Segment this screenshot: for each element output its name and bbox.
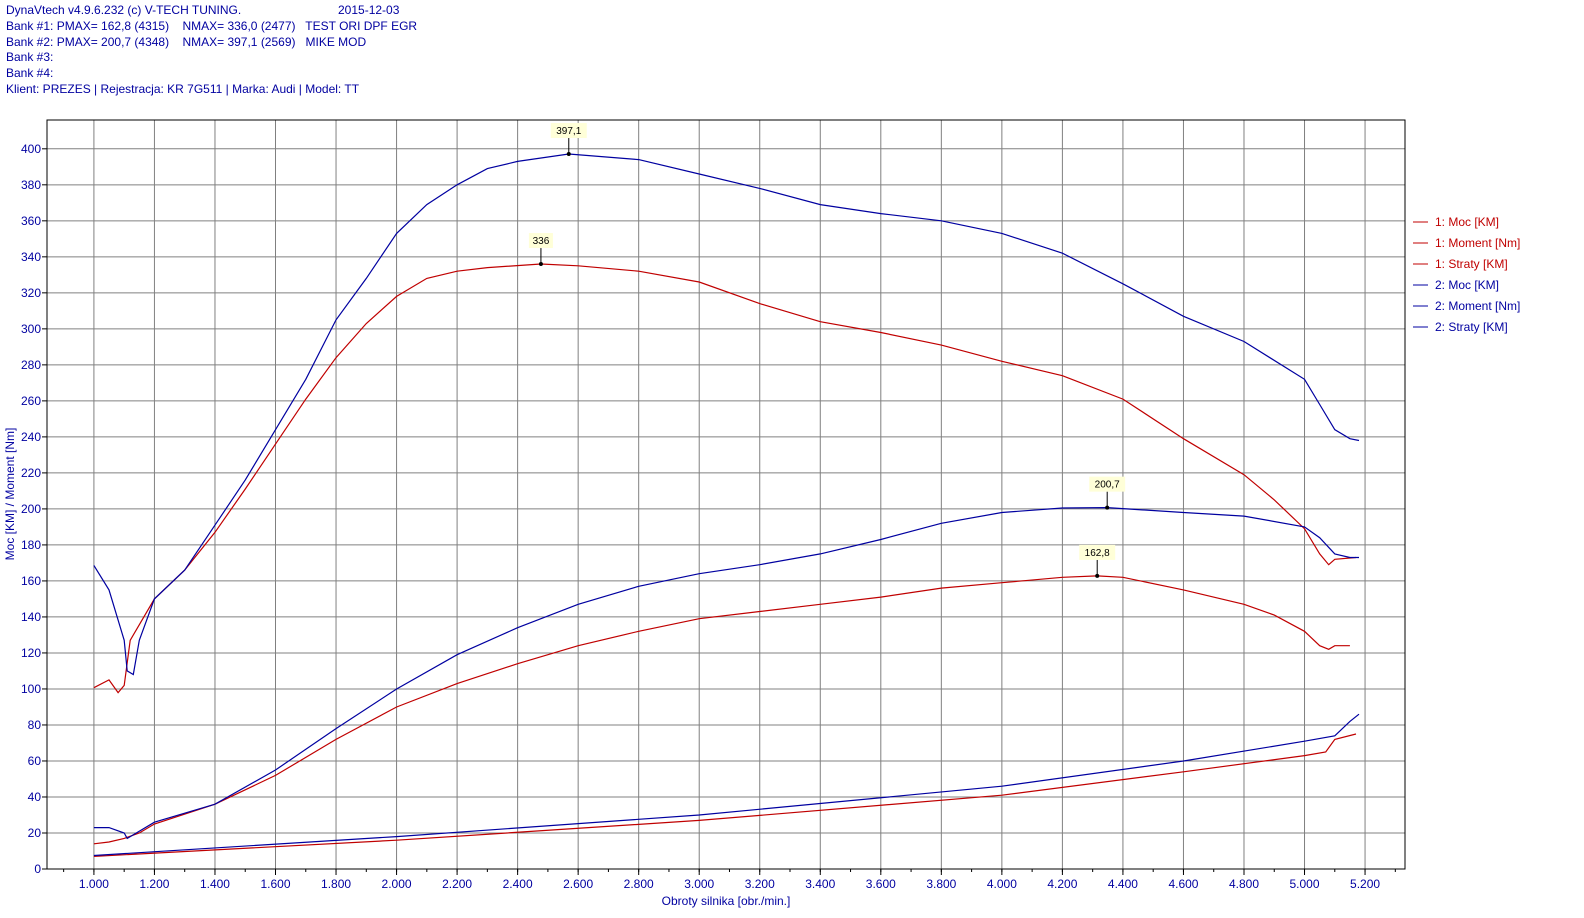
x-axis-label: Obroty silnika [obr./min.]: [662, 894, 791, 908]
plot-area: [47, 120, 1405, 869]
y-tick-label: 40: [28, 790, 42, 804]
x-tick-label: 2.800: [624, 877, 654, 891]
annotation-box: [550, 123, 587, 139]
bank4-summary: Bank #4:: [6, 66, 54, 81]
x-tick-label: 1.400: [200, 877, 230, 891]
x-tick-label: 1.000: [79, 877, 109, 891]
legend-entry: 2: Straty [KM]: [1435, 320, 1508, 334]
annotation-marker: [1105, 505, 1110, 510]
y-tick-label: 300: [21, 322, 41, 336]
annotation-marker: [566, 152, 571, 157]
annotation-box: [1089, 476, 1126, 492]
report-header: DynaVtech v4.9.6.232 (c) V-TECH TUNING. …: [6, 3, 417, 98]
x-tick-label: 3.000: [684, 877, 714, 891]
x-tick-label: 2.000: [382, 877, 412, 891]
x-tick-label: 4.200: [1047, 877, 1077, 891]
series-line-3: [93, 733, 1357, 857]
y-axis-label: Moc [KM] / Moment [Nm]: [3, 428, 17, 561]
x-tick-label: 1.600: [260, 877, 290, 891]
annotation-box: [528, 233, 553, 249]
annotation-marker: [538, 262, 543, 267]
x-tick-label: 5.200: [1350, 877, 1380, 891]
legend-entry: 2: Moment [Nm]: [1435, 299, 1520, 313]
annotation-marker: [1095, 573, 1100, 578]
y-tick-label: 160: [21, 574, 41, 588]
y-tick-label: 360: [21, 214, 41, 228]
x-tick-label: 5.000: [1290, 877, 1320, 891]
y-tick-label: 220: [21, 466, 41, 480]
legend-entry: 1: Moc [KM]: [1435, 215, 1499, 229]
y-tick-label: 100: [21, 682, 41, 696]
legend-entry: 1: Moment [Nm]: [1435, 236, 1520, 250]
x-tick-label: 2.200: [442, 877, 472, 891]
y-tick-label: 240: [21, 430, 41, 444]
series-line-6: [93, 713, 1360, 857]
plot-border: [46, 119, 1406, 870]
x-tick-label: 4.000: [987, 877, 1017, 891]
series-line-4: [93, 506, 1359, 840]
y-tick-label: 120: [21, 646, 41, 660]
x-tick-label: 3.200: [745, 877, 775, 891]
y-tick-label: 260: [21, 394, 41, 408]
y-tick-label: 200: [21, 502, 41, 516]
x-tick-label: 4.600: [1168, 877, 1198, 891]
annotation-label: 397,1: [556, 126, 581, 137]
x-tick-label: 3.400: [805, 877, 835, 891]
client-info: Klient: PREZES | Rejestracja: KR 7G511 |…: [6, 81, 360, 96]
annotation-box: [1079, 544, 1116, 560]
y-tick-label: 380: [21, 178, 41, 192]
bank2-summary: Bank #2: PMAX= 200,7 (4348) NMAX= 397,1 …: [6, 34, 367, 49]
app-title: DynaVtech v4.9.6.232 (c) V-TECH TUNING.: [6, 3, 242, 17]
legend-entry: 1: Straty [KM]: [1435, 257, 1508, 271]
annotation-label: 336: [533, 236, 550, 247]
y-tick-label: 280: [21, 358, 41, 372]
y-tick-label: 340: [21, 250, 41, 264]
y-tick-label: 180: [21, 538, 41, 552]
y-tick-label: 20: [28, 826, 42, 840]
y-tick-label: 320: [21, 286, 41, 300]
x-tick-label: 1.800: [321, 877, 351, 891]
x-tick-label: 3.600: [866, 877, 896, 891]
y-tick-label: 60: [28, 754, 42, 768]
annotation-label: 200,7: [1095, 480, 1120, 491]
y-tick-label: 140: [21, 610, 41, 624]
x-tick-label: 2.400: [503, 877, 533, 891]
y-tick-label: 0: [34, 862, 41, 876]
x-tick-label: 1.200: [139, 877, 169, 891]
x-tick-label: 2.600: [563, 877, 593, 891]
y-tick-label: 80: [28, 718, 42, 732]
x-tick-label: 4.800: [1229, 877, 1259, 891]
series-line-5: [93, 153, 1360, 676]
bank1-summary: Bank #1: PMAX= 162,8 (4315) NMAX= 336,0 …: [6, 18, 418, 33]
bank3-summary: Bank #3:: [6, 50, 54, 65]
annotation-label: 162,8: [1085, 548, 1110, 559]
legend-entry: 2: Moc [KM]: [1435, 278, 1499, 292]
y-tick-label: 400: [21, 142, 41, 156]
x-tick-label: 3.800: [926, 877, 956, 891]
report-date: 2015-12-03: [338, 3, 400, 17]
x-tick-label: 4.400: [1108, 877, 1138, 891]
